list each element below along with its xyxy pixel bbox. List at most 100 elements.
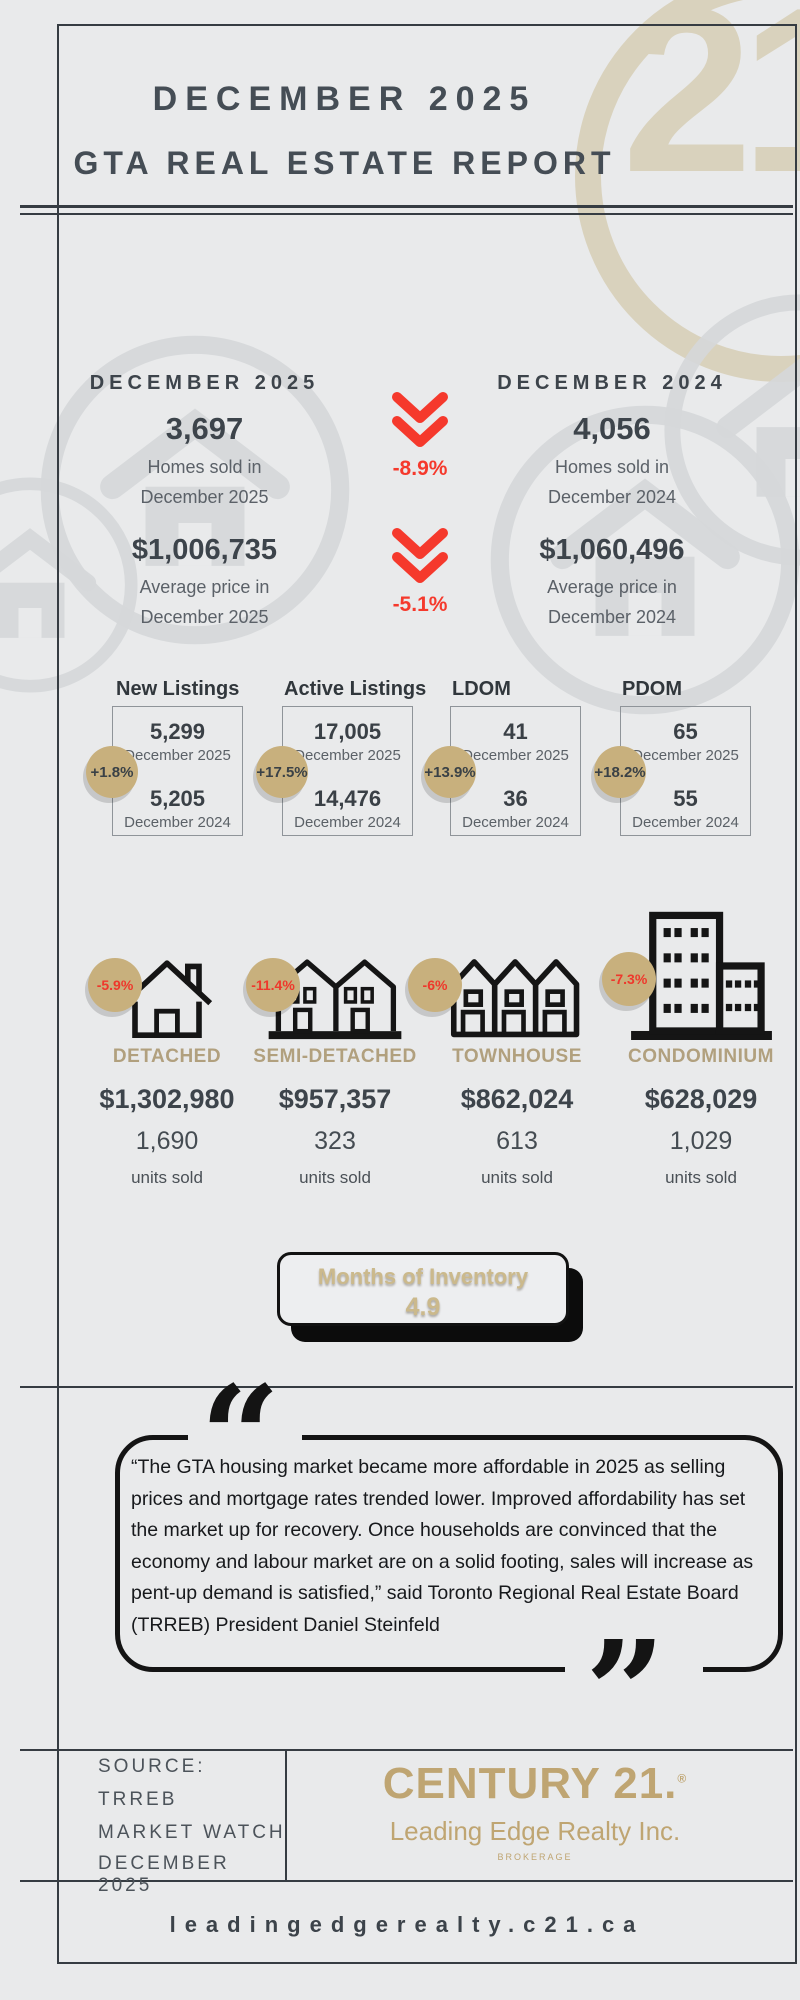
century21-logo: CENTURY 21.® Leading Edge Realty Inc. BR… [300, 1759, 770, 1863]
quote-box [115, 1435, 783, 1672]
housing-units-value: 1,690 [135, 1127, 199, 1155]
previous-price-caption: Average price in December 2024 [547, 577, 677, 628]
housing-column-semi-detached: -11.4% SEMI-DETACHED $957,357 323 units … [246, 850, 420, 1188]
metric-previous-value: 5,205 [149, 786, 206, 811]
registered-mark: ® [677, 1771, 688, 1786]
chevron-double-down-icon [388, 528, 452, 584]
metric-label-new-listings: New Listings [116, 678, 240, 700]
metric-box-pdom: 65 December 2025 55 December 2024 [620, 706, 751, 836]
metric-previous-value: 36 [503, 786, 528, 811]
housing-type-label: TOWNHOUSE [452, 1046, 582, 1067]
townhouse-icon [450, 959, 580, 1038]
previous-month-heading: DECEMBER 2024 [497, 372, 727, 394]
divider-line [20, 205, 793, 208]
housing-column-detached: -5.9% DETACHED $1,302,980 1,690 units so… [82, 850, 252, 1188]
metric-previous-period: December 2024 [632, 814, 739, 831]
inventory-label: Months of Inventory [317, 1264, 529, 1289]
previous-sales-caption: Homes sold in December 2024 [547, 457, 677, 507]
footer-vertical-divider [285, 1749, 287, 1880]
metric-previous-period: December 2024 [462, 814, 569, 831]
housing-type-label: CONDOMINIUM [628, 1046, 774, 1067]
housing-units-value: 1,029 [669, 1127, 733, 1155]
source-date: DECEMBER 2025 [98, 1853, 230, 1896]
previous-price-value: $1,060,496 [539, 534, 685, 567]
divider-line [20, 1386, 793, 1388]
housing-avg-price: $628,029 [644, 1084, 758, 1114]
divider-line [20, 1749, 793, 1751]
source-line-1: SOURCE: TRREB [98, 1756, 206, 1810]
c21-watermark-sm: SM [760, 162, 777, 174]
quote-text: “The GTA housing market became more affo… [131, 1456, 754, 1636]
metric-current-period: December 2025 [462, 747, 569, 764]
change-badge-condominium: -7.3% [602, 952, 656, 1006]
source-text: SOURCE: TRREB MARKET WATCH [98, 1750, 288, 1849]
housing-column-condominium: -7.3% CONDOMINIUM $628,029 1, [602, 850, 786, 1188]
quote-open-icon: “ [200, 1356, 281, 1520]
metric-label-pdom: PDOM [622, 678, 682, 700]
housing-units-caption: units sold [299, 1168, 371, 1187]
change-badge-active-listings: +17.5% [256, 746, 308, 798]
previous-sales-value: 4,056 [573, 411, 651, 446]
chevron-double-down-icon [388, 392, 452, 448]
c21-watermark-21: 21 [622, 0, 800, 221]
quote-border-mask [188, 1428, 302, 1444]
current-sales-caption: Homes sold in December 2025 [140, 457, 269, 507]
quote-close-icon: ” [585, 1611, 666, 1775]
brokerage-name: Leading Edge Realty Inc. [389, 1816, 681, 1846]
metric-previous-value: 14,476 [313, 786, 382, 811]
current-price-value: $1,006,735 [131, 534, 278, 567]
website-url: leadingedgerealty.c21.ca [169, 1912, 645, 1937]
metric-box-new-listings: 5,299 December 2025 5,205 December 2024 [112, 706, 243, 836]
detached-house-icon [121, 960, 213, 1038]
divider-line [20, 213, 793, 215]
change-badge-pdom: +18.2% [594, 746, 646, 798]
previous-year-stats: DECEMBER 2024 4,056 Homes sold in Decemb… [462, 372, 762, 633]
housing-type-label: SEMI-DETACHED [253, 1046, 417, 1067]
housing-avg-price: $1,302,980 [99, 1084, 235, 1114]
page-border-frame [57, 24, 797, 1964]
divider-line [20, 1880, 793, 1882]
sales-change-indicator: -8.9% [385, 392, 455, 481]
metric-box-active-listings: 17,005 December 2025 14,476 December 202… [282, 706, 413, 836]
housing-units-value: 323 [314, 1127, 356, 1155]
metric-current-period: December 2025 [294, 747, 401, 764]
housing-column-townhouse: -6% TOWNHOUSE $862,024 613 units sold [408, 850, 602, 1188]
housing-units-caption: units sold [481, 1168, 553, 1187]
current-sales-value: 3,697 [165, 411, 244, 446]
metric-current-value: 65 [673, 719, 698, 744]
metric-previous-period: December 2024 [124, 814, 231, 831]
housing-units-value: 613 [496, 1127, 538, 1155]
change-badge-townhouse: -6% [408, 958, 462, 1012]
months-of-inventory-card: Months of Inventory 4.9 [277, 1252, 569, 1326]
change-badge-ldom: +13.9% [424, 746, 476, 798]
metric-current-value: 41 [503, 719, 528, 744]
current-month-heading: DECEMBER 2025 [89, 372, 320, 394]
brokerage-caption: BROKERAGE [497, 1852, 573, 1862]
change-badge-new-listings: +1.8% [86, 746, 138, 798]
change-badge-detached: -5.9% [88, 958, 142, 1012]
housing-avg-price: $957,357 [278, 1084, 392, 1114]
quote-border-mask [565, 1662, 703, 1678]
housing-type-label: DETACHED [112, 1046, 222, 1067]
metric-current-period: December 2025 [632, 747, 739, 764]
condominium-icon [630, 911, 772, 1040]
title-report: GTA REAL ESTATE REPORT [73, 145, 616, 181]
title-month: DECEMBER 2025 [152, 80, 537, 118]
metric-box-ldom: 41 December 2025 36 December 2024 [450, 706, 581, 836]
century21-wordmark: CENTURY 21.® [382, 1759, 688, 1808]
metric-current-value: 5,299 [149, 719, 206, 744]
inventory-value: 4.9 [405, 1293, 441, 1321]
metric-current-period: December 2025 [124, 747, 231, 764]
metric-label-active-listings: Active Listings [284, 678, 427, 700]
sales-change-percent: -8.9% [392, 457, 448, 480]
change-badge-semi-detached: -11.4% [246, 958, 300, 1012]
metric-label-ldom: LDOM [452, 678, 511, 700]
metric-previous-value: 55 [673, 786, 698, 811]
price-change-percent: -5.1% [392, 593, 448, 616]
housing-avg-price: $862,024 [460, 1084, 574, 1114]
page-title: DECEMBER 2025 GTA REAL ESTATE REPORT [57, 80, 632, 182]
metric-previous-period: December 2024 [294, 814, 401, 831]
price-change-indicator: -5.1% [385, 528, 455, 617]
housing-units-caption: units sold [665, 1168, 737, 1187]
